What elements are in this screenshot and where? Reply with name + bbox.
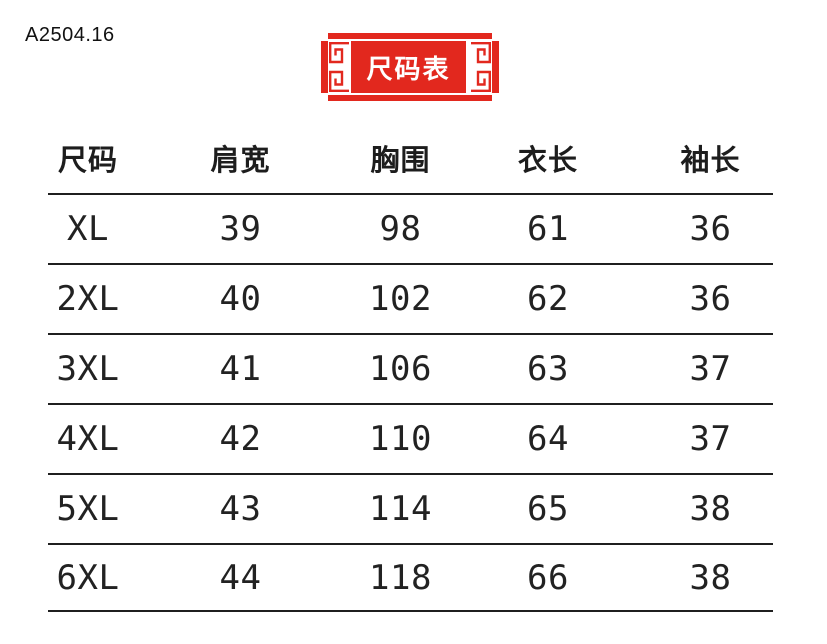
shoulder-cell: 40 (128, 264, 353, 335)
size-cell: 2XL (48, 264, 128, 335)
shoulder-cell: 42 (128, 404, 353, 475)
product-code: A2504.16 (25, 24, 115, 46)
table-row: 2XL 40 102 62 36 (48, 264, 773, 335)
table-row: 5XL 43 114 65 38 (48, 474, 773, 545)
size-cell: 3XL (48, 334, 128, 405)
sleeve-cell: 38 (648, 544, 773, 612)
greek-key-ornament-top-left (329, 42, 349, 64)
length-cell: 64 (448, 404, 648, 475)
size-cell: 4XL (48, 404, 128, 475)
size-cell: 5XL (48, 474, 128, 545)
size-chart-banner: 尺码表 (321, 33, 499, 101)
banner-top-rail (328, 33, 492, 39)
table-row: 6XL 44 118 66 38 (48, 544, 773, 612)
bust-cell: 98 (353, 194, 448, 265)
size-cell: XL (48, 194, 128, 265)
greek-key-ornament-bottom-left (329, 70, 349, 92)
length-cell: 66 (448, 544, 648, 612)
header-shoulder-width: 肩宽 (128, 123, 353, 195)
shoulder-cell: 44 (128, 544, 353, 612)
sleeve-cell: 36 (648, 194, 773, 265)
banner-title: 尺码表 (366, 53, 451, 84)
size-cell: 6XL (48, 544, 128, 612)
chinese-plaque-frame-icon (321, 33, 499, 101)
table-row: 3XL 41 106 63 37 (48, 334, 773, 405)
greek-key-ornament-top-right (471, 42, 491, 64)
length-cell: 63 (448, 334, 648, 405)
bust-cell: 114 (353, 474, 448, 545)
banner-left-cap (321, 41, 328, 93)
size-table: 尺码 肩宽 胸围 衣长 袖长 XL 39 98 61 36 2XL 40 102… (48, 123, 773, 612)
bust-cell: 102 (353, 264, 448, 335)
sleeve-cell: 36 (648, 264, 773, 335)
bust-cell: 110 (353, 404, 448, 475)
banner-bottom-rail (328, 95, 492, 101)
shoulder-cell: 39 (128, 194, 353, 265)
bust-cell: 106 (353, 334, 448, 405)
bust-cell: 118 (353, 544, 448, 612)
header-bust: 胸围 (353, 123, 448, 195)
shoulder-cell: 41 (128, 334, 353, 405)
header-size: 尺码 (48, 123, 128, 195)
banner-right-cap (492, 41, 499, 93)
header-garment-length: 衣长 (448, 123, 648, 195)
shoulder-cell: 43 (128, 474, 353, 545)
sleeve-cell: 37 (648, 404, 773, 475)
size-table-header-row: 尺码 肩宽 胸围 衣长 袖长 (48, 123, 773, 195)
sleeve-cell: 38 (648, 474, 773, 545)
greek-key-ornament-bottom-right (471, 70, 491, 92)
header-sleeve-length: 袖长 (648, 123, 773, 195)
length-cell: 62 (448, 264, 648, 335)
sleeve-cell: 37 (648, 334, 773, 405)
table-row: XL 39 98 61 36 (48, 194, 773, 265)
length-cell: 61 (448, 194, 648, 265)
length-cell: 65 (448, 474, 648, 545)
banner-plaque (351, 41, 466, 93)
table-row: 4XL 42 110 64 37 (48, 404, 773, 475)
